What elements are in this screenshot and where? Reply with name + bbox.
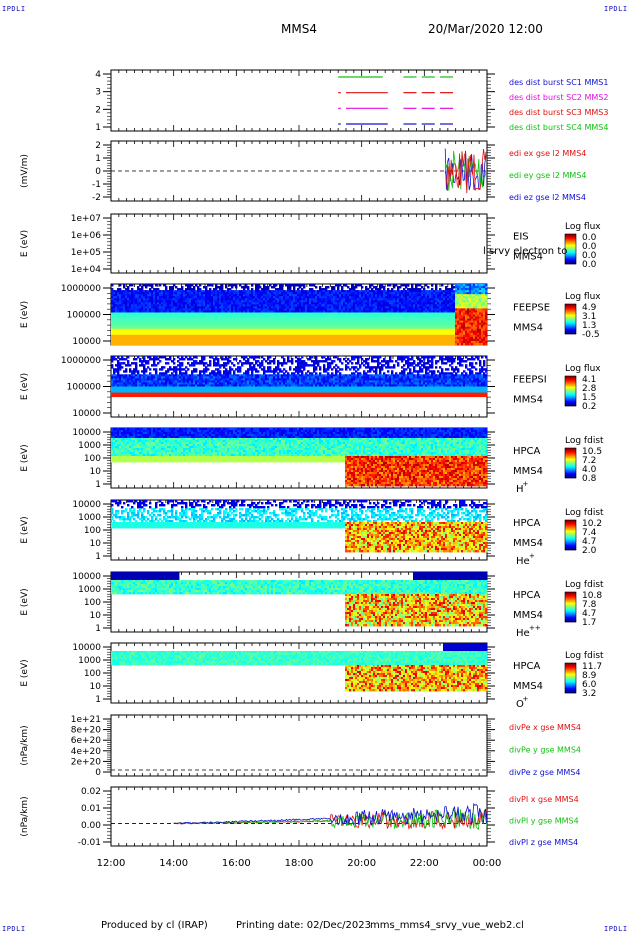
legend-entry: des dist burst SC2 MMS2 bbox=[509, 93, 608, 102]
y-tick-label: 10000 bbox=[72, 337, 101, 347]
y-tick-label: 2 bbox=[95, 105, 101, 115]
y-tick-label: 100000 bbox=[67, 311, 102, 321]
y-tick-label: 0 bbox=[95, 167, 101, 177]
instrument-label: EIS bbox=[513, 232, 529, 243]
y-axis-label: (mV/m) bbox=[20, 154, 30, 188]
legend-entry: edi ex gse l2 MMS4 bbox=[509, 149, 586, 158]
heatmap-cell bbox=[211, 284, 213, 286]
legend-entry: des dist burst SC4 MMS4 bbox=[509, 123, 608, 132]
heatmap-cell bbox=[251, 284, 253, 286]
heatmap-cell bbox=[303, 286, 305, 288]
legend-entry: des dist burst SC1 MMS1 bbox=[509, 78, 608, 87]
heatmap-cell bbox=[407, 284, 409, 286]
heatmap-cell bbox=[327, 286, 329, 288]
overlay-text: l srvy electron to bbox=[483, 246, 567, 257]
legend-entry: edi ez gse l2 MMS4 bbox=[509, 193, 586, 202]
y-tick-label: 1e+04 bbox=[71, 265, 102, 275]
heatmap-cell bbox=[315, 286, 317, 288]
y-tick-label: -2 bbox=[92, 193, 101, 203]
heatmap-cell bbox=[235, 286, 237, 288]
y-axis-label: E (eV) bbox=[20, 301, 30, 328]
y-tick-label: 1e+06 bbox=[71, 231, 102, 241]
colorbar-title: Log flux bbox=[565, 222, 601, 232]
panel-edi: 2 1 0 -1 -2 (mV/m) edi ex gse l2 MMS4 edi ey gs… bbox=[20, 141, 587, 203]
y-tick-label: 1 bbox=[95, 123, 101, 133]
panel-burst: 4 3 2 1 des dist burst SC1 MMS1 des dist burs… bbox=[95, 70, 608, 133]
y-tick-label: 4 bbox=[95, 70, 101, 80]
y-tick-label: -1 bbox=[92, 180, 101, 190]
heatmap-cell bbox=[159, 284, 161, 286]
heatmap-cell bbox=[111, 284, 113, 286]
heatmap-cell bbox=[155, 284, 157, 286]
panel-frame bbox=[111, 214, 487, 273]
y-tick-label: 1 bbox=[95, 154, 101, 164]
y-axis-label: E (eV) bbox=[20, 230, 30, 257]
heatmap-cell bbox=[131, 284, 133, 286]
heatmap-cell bbox=[275, 284, 277, 286]
heatmap-cell bbox=[389, 284, 391, 286]
colorbar-tick-label: 0.0 bbox=[582, 260, 597, 270]
legend-entry: edi ey gse l2 MMS4 bbox=[509, 171, 587, 180]
panel-frame bbox=[111, 70, 487, 131]
heatmap-cell bbox=[361, 286, 363, 288]
y-tick-label: 3 bbox=[95, 88, 101, 98]
heatmap-cell bbox=[199, 284, 201, 286]
y-tick-label: 2 bbox=[95, 141, 101, 151]
y-tick-label: 1e+05 bbox=[71, 248, 101, 258]
legend-entry: des dist burst SC3 MMS3 bbox=[509, 108, 608, 117]
y-tick-label: 1e+07 bbox=[71, 214, 101, 224]
heatmap-cell bbox=[119, 284, 121, 286]
y-tick-label: 1000000 bbox=[61, 284, 101, 294]
